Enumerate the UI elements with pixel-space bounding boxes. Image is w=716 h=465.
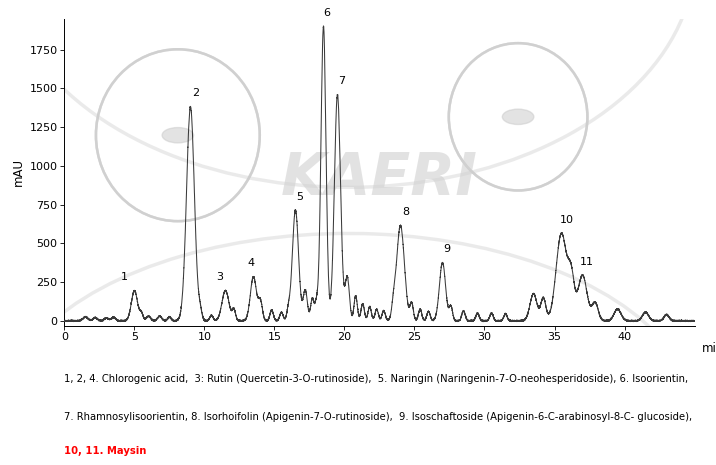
Text: 3: 3 [216,272,223,282]
Text: 10, 11. Maysin: 10, 11. Maysin [64,446,147,457]
Text: 5: 5 [296,192,303,201]
Text: 4: 4 [247,258,254,268]
Circle shape [503,109,534,125]
Text: 7. Rhamnosylisoorientin, 8. Isorhoifolin (Apigenin-7-O-rutinoside),  9. Isoschaf: 7. Rhamnosylisoorientin, 8. Isorhoifolin… [64,412,692,422]
Text: 2: 2 [193,88,200,99]
Y-axis label: mAU: mAU [12,158,25,186]
Text: 10: 10 [560,215,574,225]
Text: 1: 1 [121,272,128,282]
Text: 6: 6 [323,8,330,18]
Circle shape [162,127,193,143]
Text: KAERI: KAERI [281,150,478,206]
Text: 8: 8 [402,207,410,217]
Text: min: min [702,342,716,355]
Text: 1, 2, 4. Chlorogenic acid,  3: Rutin (Quercetin-3-O-rutinoside),  5. Naringin (N: 1, 2, 4. Chlorogenic acid, 3: Rutin (Que… [64,374,689,385]
Text: 11: 11 [580,257,594,266]
Text: 7: 7 [338,76,345,86]
Text: 9: 9 [443,244,450,254]
